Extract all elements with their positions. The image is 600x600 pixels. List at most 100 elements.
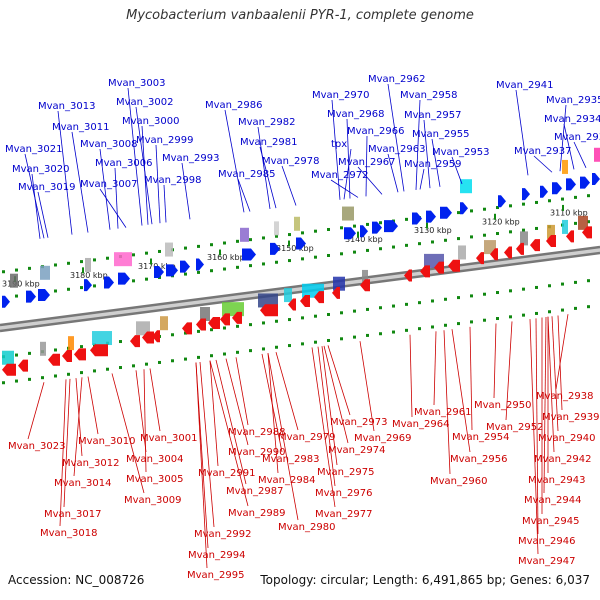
- forward-gene-leader: [99, 148, 111, 230]
- forward-gene-leader: [423, 119, 431, 189]
- reverse-gene-label: Mvan_2995: [187, 570, 244, 581]
- scale-dotted-track: [145, 362, 148, 366]
- scale-dotted-track: [431, 240, 434, 244]
- forward-gene-leader: [37, 191, 49, 238]
- feature-block: [284, 288, 292, 303]
- forward-gene-label: Mvan_2986: [205, 100, 262, 111]
- forward-gene-label: Mvan_2999: [136, 135, 193, 146]
- reverse-gene-label: Mvan_2945: [522, 516, 579, 527]
- forward-gene-arrow: [540, 185, 548, 198]
- forward-gene-leader: [563, 123, 575, 170]
- forward-gene-label: tpx: [331, 139, 347, 150]
- forward-gene-arrow: [242, 248, 256, 261]
- reverse-gene-label: Mvan_2947: [518, 556, 575, 567]
- scale-dotted-track: [223, 267, 226, 271]
- feature-block: [578, 215, 588, 230]
- forward-gene-arrow: [2, 295, 10, 308]
- scale-dotted-track: [54, 374, 57, 378]
- reverse-gene-arrow: [90, 344, 108, 357]
- reverse-gene-label: Mvan_2976: [315, 488, 372, 499]
- scale-dotted-track: [210, 328, 213, 332]
- forward-gene-leader: [155, 144, 161, 224]
- feature-block: [333, 276, 345, 291]
- scale-dotted-track: [509, 315, 512, 319]
- scale-dotted-track: [197, 244, 200, 248]
- reverse-gene-leader: [443, 330, 451, 475]
- forward-gene-label: Mvan_3020: [12, 164, 69, 175]
- forward-gene-leader: [387, 153, 399, 193]
- forward-gene-arrow: [498, 195, 506, 208]
- forward-gene-label: Mvan_2982: [238, 117, 295, 128]
- forward-gene-arrow: [84, 279, 92, 292]
- reverse-gene-leader: [267, 353, 279, 474]
- reverse-gene-arrow: [182, 322, 192, 335]
- reverse-gene-arrow: [476, 252, 484, 265]
- scale-label: 3150 kbp: [276, 244, 314, 253]
- scale-dotted-track: [210, 243, 213, 247]
- scale-dotted-track: [431, 299, 434, 303]
- feature-block: [165, 242, 173, 257]
- scale-dotted-track: [262, 347, 265, 351]
- reverse-gene-arrow: [490, 248, 498, 261]
- reverse-gene-leader: [327, 345, 351, 416]
- forward-gene-leader: [365, 135, 368, 197]
- reverse-gene-leader: [111, 373, 145, 494]
- forward-gene-leader: [281, 165, 297, 206]
- scale-dotted-track: [288, 233, 291, 237]
- scale-tick: [288, 240, 290, 247]
- feature-block: [484, 240, 496, 255]
- reverse-gene-label: Mvan_2992: [194, 529, 251, 540]
- feature-block: [85, 257, 91, 272]
- scale-dotted-track: [444, 238, 447, 242]
- scale-dotted-track: [548, 310, 551, 314]
- scale-dotted-track: [106, 256, 109, 260]
- scale-dotted-track: [184, 357, 187, 361]
- scale-dotted-track: [574, 221, 577, 225]
- reverse-gene-leader: [73, 377, 83, 477]
- reverse-gene-leader: [557, 315, 563, 411]
- reverse-gene-arrow: [504, 246, 512, 259]
- forward-gene-arrow: [412, 212, 422, 225]
- reverse-gene-leader: [199, 361, 215, 528]
- scale-dotted-track: [223, 326, 226, 330]
- reverse-gene-arrow: [332, 286, 340, 299]
- forward-gene-leader: [331, 99, 341, 200]
- scale-dotted-track: [314, 340, 317, 344]
- forward-gene-arrow: [26, 290, 36, 303]
- scale-dotted-track: [301, 316, 304, 320]
- forward-gene-label: Mvan_2972: [311, 170, 368, 181]
- forward-gene-label: Mvan_2998: [144, 175, 201, 186]
- reverse-gene-arrow: [582, 226, 592, 239]
- scale-tick: [357, 231, 359, 238]
- feature-block: [458, 245, 466, 260]
- scale-dotted-track: [28, 377, 31, 381]
- forward-gene-label: Mvan_2981: [240, 137, 297, 148]
- reverse-gene-leader: [547, 316, 555, 453]
- reverse-gene-arrow: [2, 363, 16, 376]
- scale-dotted-track: [171, 333, 174, 337]
- scale-dotted-track: [431, 325, 434, 329]
- reverse-gene-leader: [195, 362, 208, 569]
- forward-gene-leader: [31, 173, 41, 239]
- scale-dotted-track: [67, 261, 70, 265]
- scale-dotted-track: [366, 307, 369, 311]
- scale-dotted-track: [314, 229, 317, 233]
- map-title: Mycobacterium vanbaalenii PYR-1, complet…: [126, 8, 474, 23]
- scale-dotted-track: [379, 306, 382, 310]
- scale-dotted-track: [171, 359, 174, 363]
- scale-tick: [219, 249, 221, 256]
- feature-block: [10, 273, 18, 288]
- forward-gene-leader: [71, 131, 89, 233]
- feature-block: [68, 336, 74, 351]
- scale-dotted-track: [418, 242, 421, 246]
- scale-dotted-track: [249, 349, 252, 353]
- forward-gene-label: Mvan_3002: [116, 97, 173, 108]
- forward-gene-label: Mvan_3013: [38, 101, 95, 112]
- scale-dotted-track: [522, 287, 525, 291]
- reverse-gene-label: Mvan_2954: [452, 432, 509, 443]
- scale-dotted-track: [288, 344, 291, 348]
- scale-dotted-track: [236, 350, 239, 354]
- scale-dotted-track: [548, 199, 551, 203]
- scale-dotted-track: [158, 249, 161, 253]
- reverse-gene-label: Mvan_3005: [126, 474, 183, 485]
